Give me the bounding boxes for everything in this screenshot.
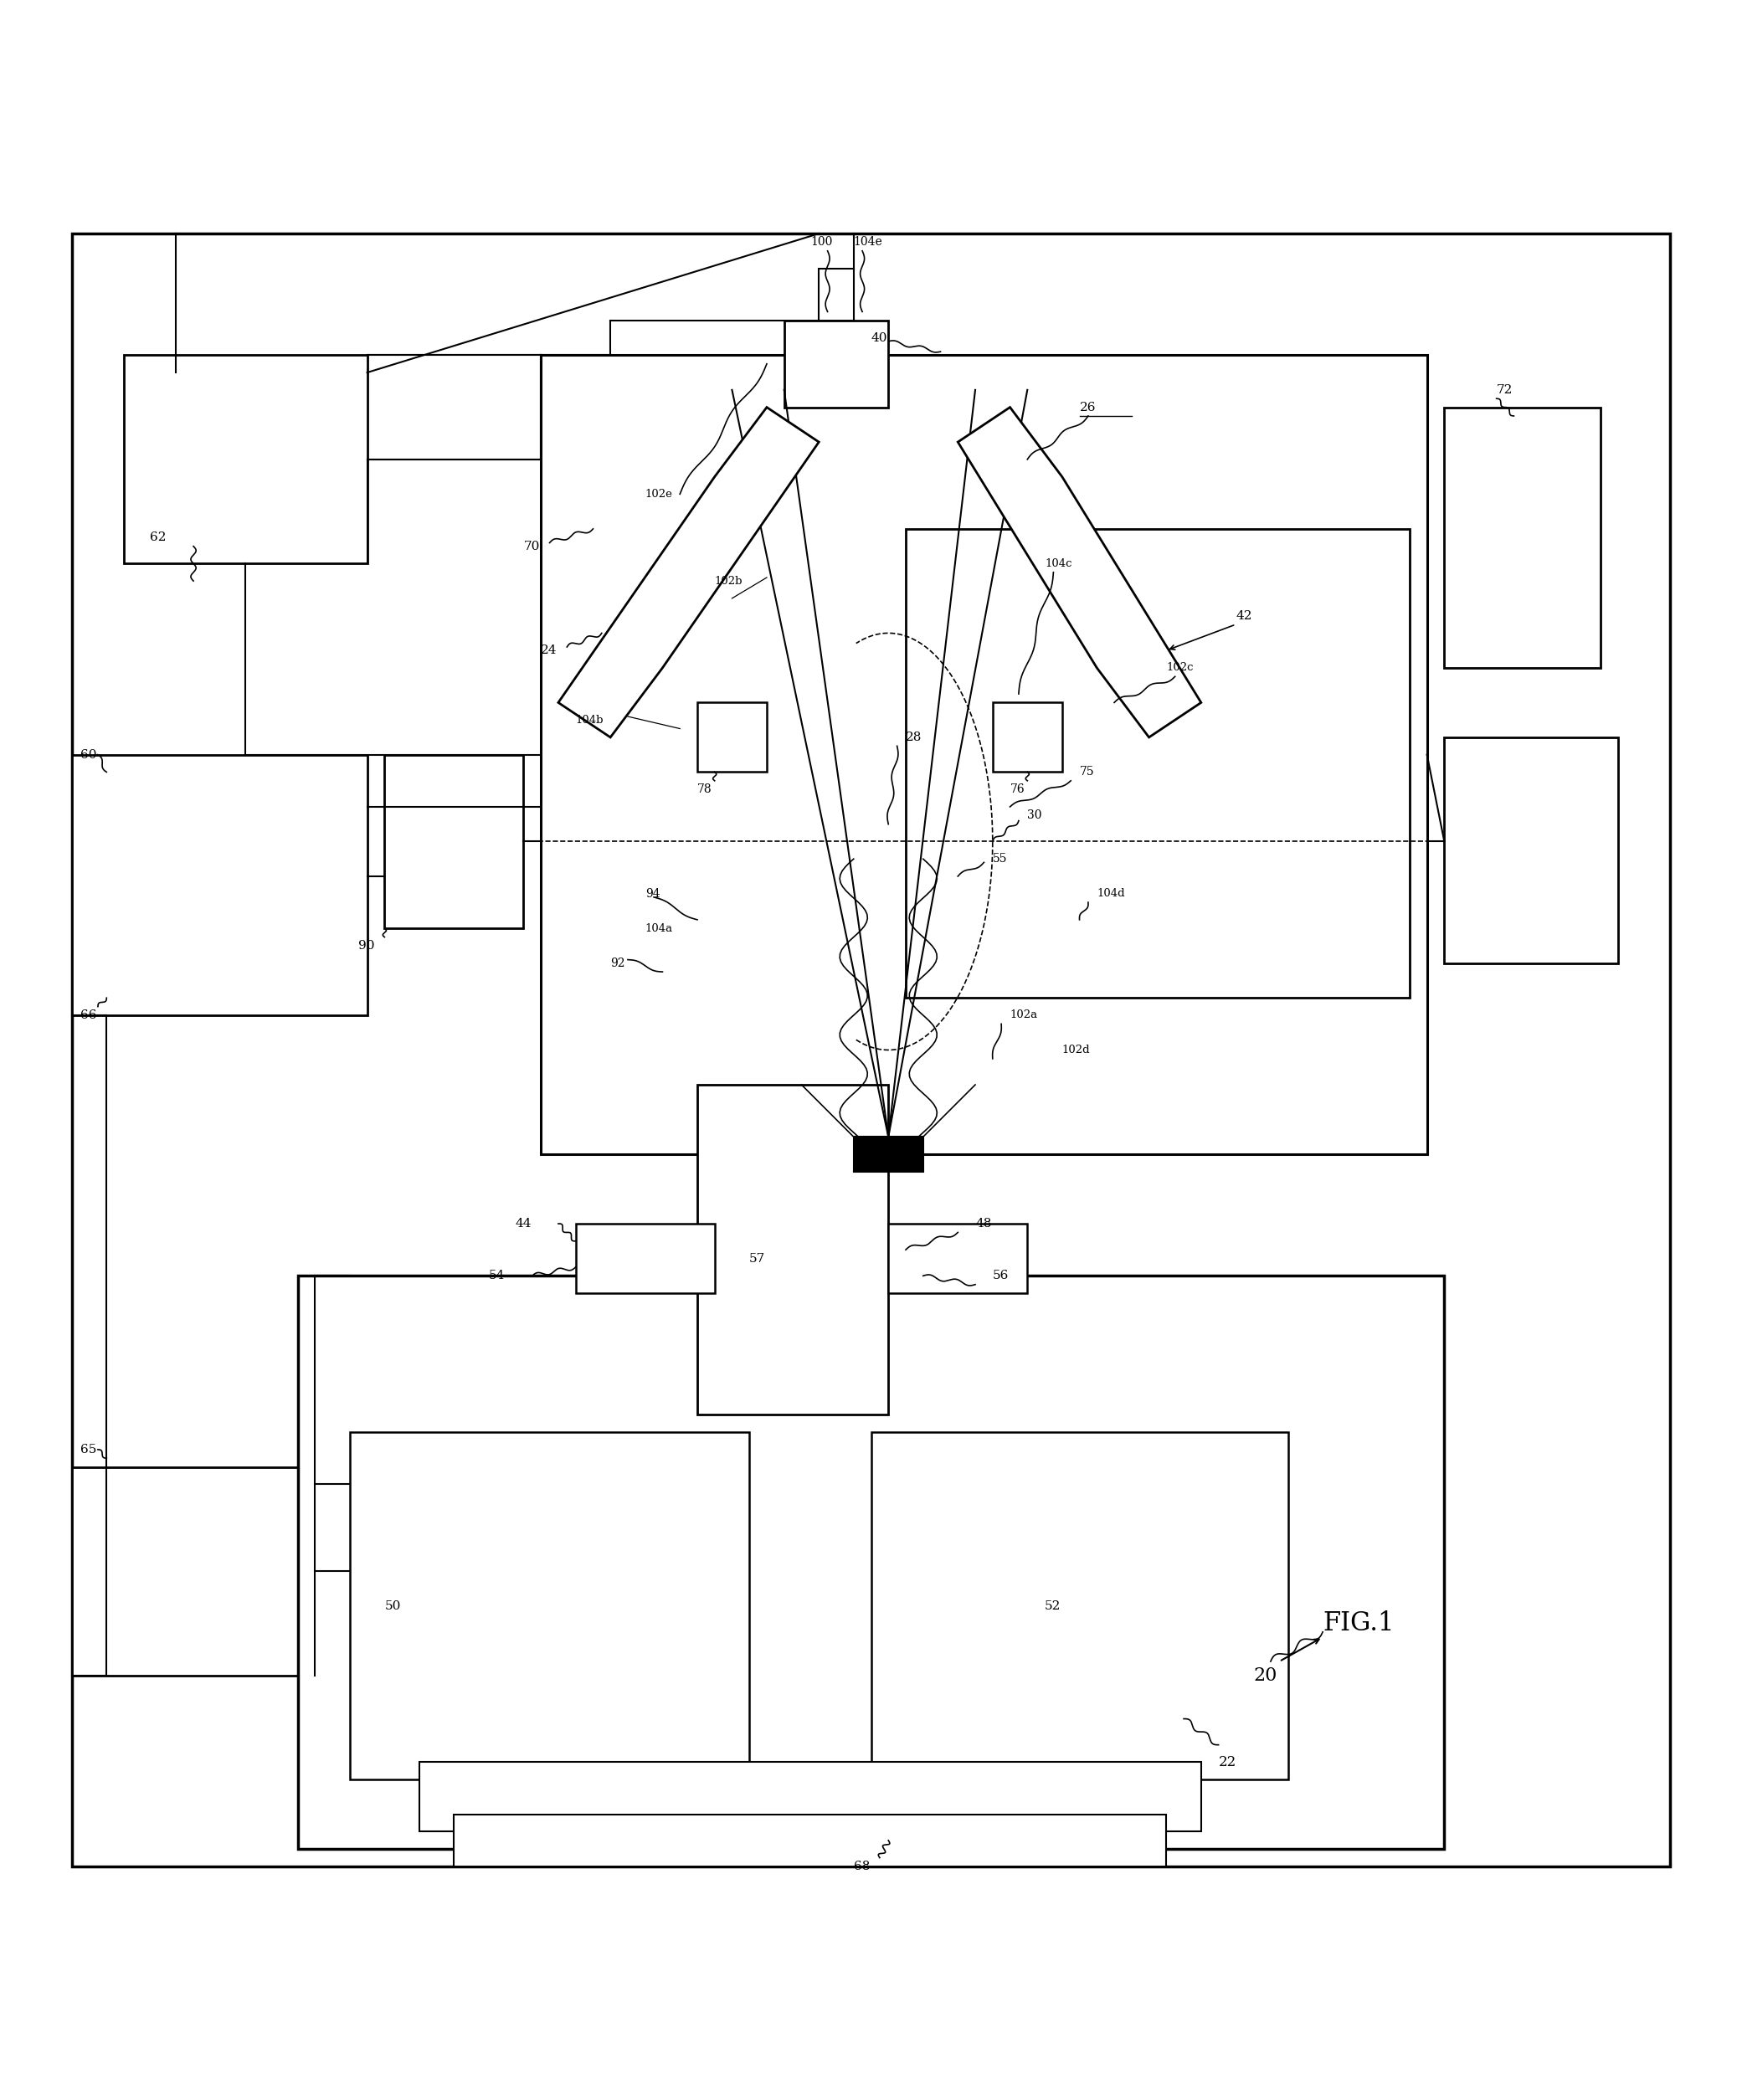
Bar [854, 1136, 923, 1172]
Polygon shape [697, 704, 766, 773]
Text: 104d: 104d [1097, 888, 1125, 899]
Bar [420, 1762, 1200, 1831]
Bar [906, 529, 1409, 998]
Text: 68: 68 [854, 1861, 869, 1873]
Polygon shape [993, 704, 1063, 773]
Bar [124, 355, 368, 563]
Text: 100: 100 [810, 237, 833, 248]
Text: 40: 40 [871, 332, 887, 344]
Text: 66: 66 [80, 1010, 98, 1021]
Bar [350, 1432, 749, 1779]
Text: 72: 72 [1496, 384, 1512, 395]
Text: 22: 22 [1218, 1756, 1237, 1770]
Text: 102c: 102c [1167, 662, 1193, 674]
Text: 102a: 102a [1010, 1010, 1038, 1021]
Text: 24: 24 [542, 645, 557, 657]
Bar [542, 355, 1427, 1155]
Bar [1444, 737, 1618, 964]
Text: 65: 65 [80, 1443, 98, 1455]
Text: 20: 20 [1252, 1665, 1277, 1684]
Bar [575, 1224, 714, 1294]
Text: 102d: 102d [1063, 1044, 1090, 1056]
Text: 50: 50 [385, 1600, 401, 1611]
Text: 57: 57 [749, 1252, 765, 1264]
Text: 104b: 104b [575, 714, 604, 724]
Text: 76: 76 [1010, 783, 1024, 796]
Text: 42: 42 [1235, 609, 1252, 622]
Text: 54: 54 [490, 1270, 505, 1281]
Bar [298, 1277, 1444, 1850]
Text: 60: 60 [80, 750, 98, 760]
Text: 104a: 104a [645, 924, 672, 935]
Text: 104e: 104e [854, 237, 883, 248]
Text: 94: 94 [645, 888, 660, 899]
Bar [385, 754, 524, 928]
Bar [71, 1468, 315, 1676]
Bar [819, 269, 854, 321]
Bar [1444, 407, 1601, 668]
Text: 44: 44 [516, 1218, 531, 1231]
Text: 102e: 102e [645, 489, 672, 500]
Text: 62: 62 [150, 531, 165, 544]
Polygon shape [557, 407, 819, 737]
Text: 56: 56 [993, 1270, 1009, 1281]
Bar [71, 754, 368, 1014]
Text: 92: 92 [610, 958, 625, 968]
Bar [888, 1224, 1028, 1294]
Bar [697, 1086, 888, 1415]
Bar [455, 1814, 1167, 1867]
Text: 78: 78 [697, 783, 712, 796]
Text: 90: 90 [359, 941, 375, 951]
Text: 102b: 102b [714, 575, 742, 586]
Text: FIG.1: FIG.1 [1322, 1611, 1394, 1636]
Text: 48: 48 [976, 1218, 991, 1231]
Text: 52: 52 [1045, 1600, 1061, 1611]
Text: 75: 75 [1080, 766, 1094, 777]
Text: 28: 28 [906, 731, 922, 743]
Polygon shape [958, 407, 1200, 737]
Text: 26: 26 [1080, 401, 1096, 414]
Text: 30: 30 [1028, 811, 1042, 821]
Bar [871, 1432, 1287, 1779]
Bar [784, 321, 888, 407]
Text: 55: 55 [993, 853, 1007, 865]
Text: 104c: 104c [1045, 559, 1071, 569]
Text: 70: 70 [524, 540, 540, 552]
